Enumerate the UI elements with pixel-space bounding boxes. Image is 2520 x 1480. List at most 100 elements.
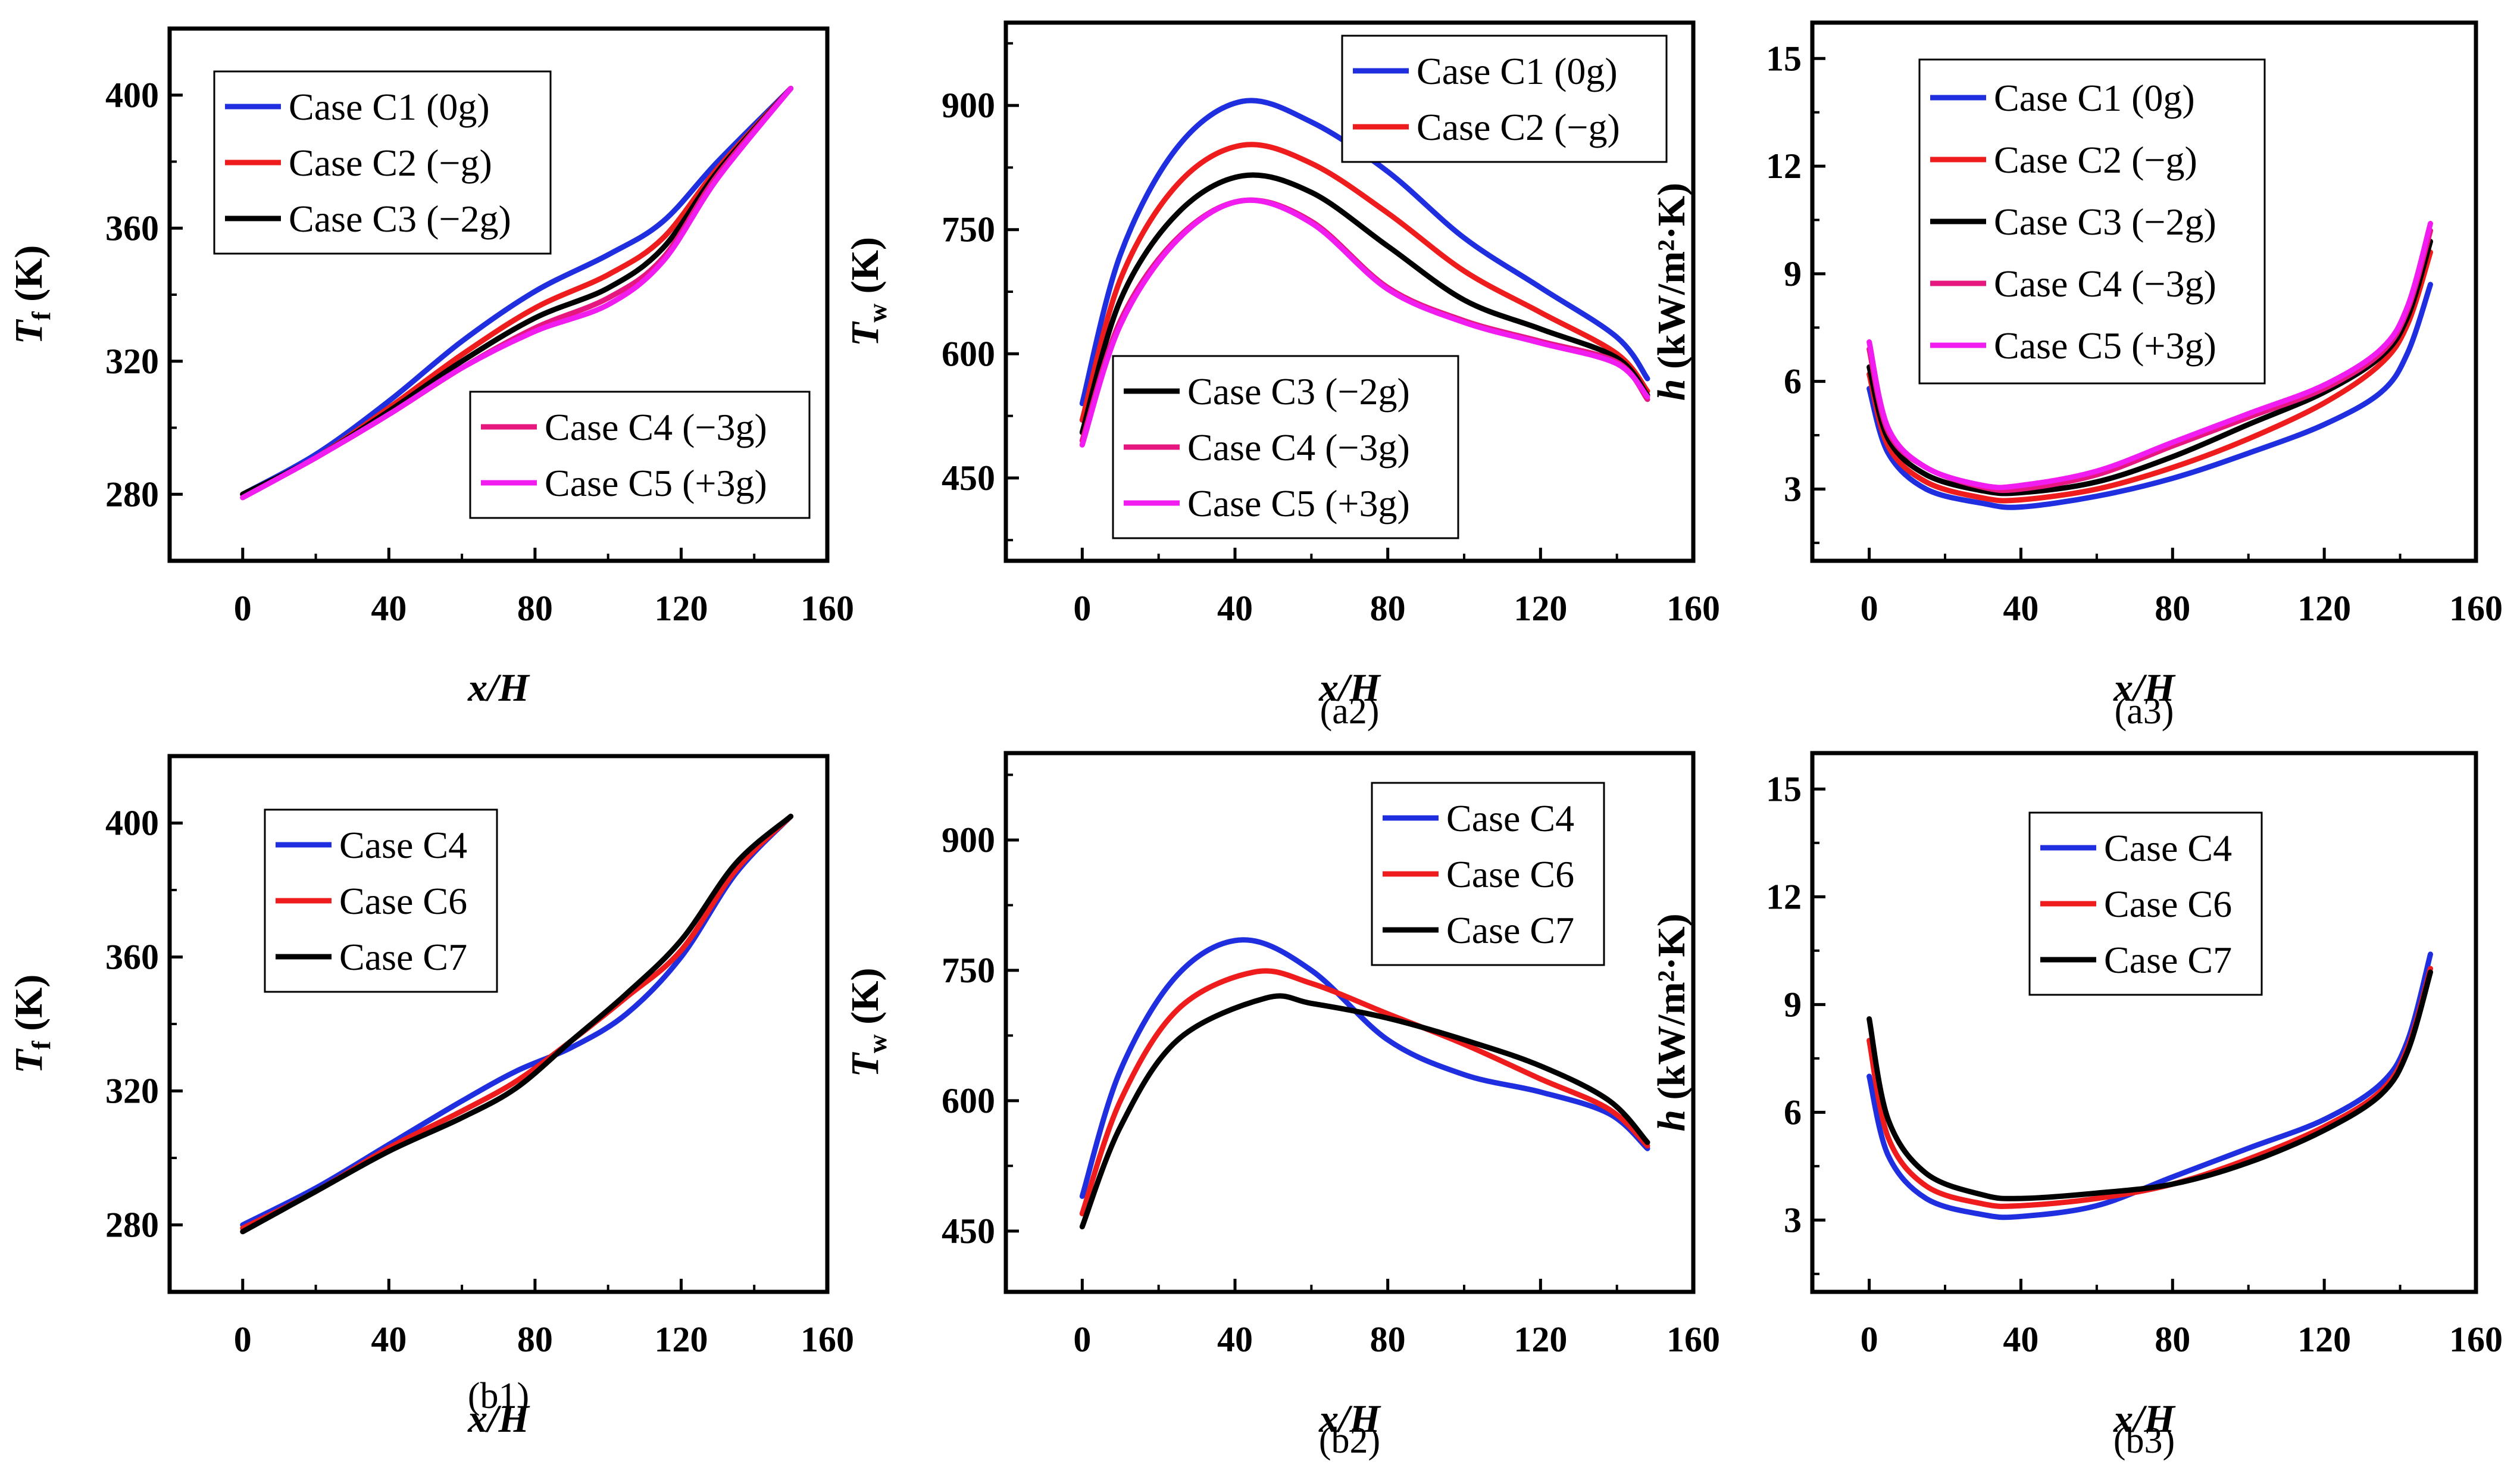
legend: Case C4 (−3g) Case C5 (+3g) [469, 391, 811, 519]
series-line [1866, 249, 2433, 504]
y-axis-title: Tf (K) [7, 245, 56, 345]
y-axis-title: Tf (K) [7, 975, 56, 1074]
series-line [240, 813, 794, 1235]
x-tick-label: 40 [1217, 589, 1253, 628]
legend: Case C1 (0g) Case C2 (−g) Case C3 (−2g) Cas… [1918, 58, 2266, 385]
panel-label: (b3) [2113, 1420, 2175, 1461]
plot-frame [1810, 751, 2478, 1294]
x-tick-label: 80 [1370, 1320, 1406, 1359]
y-tick-label: 450 [942, 458, 995, 498]
y-tick-label: 400 [105, 76, 159, 115]
chart-a3: 0 40 80 120 160 3 6 9 12 15 x/H h (kW/m²·K) (a3) Case… [1650, 20, 2503, 732]
x-axis-title: x/H [467, 666, 530, 710]
series-line [1866, 221, 2433, 491]
series-group [1079, 937, 1650, 1229]
y-axis-title: h (kW/m²·K) [1650, 913, 1693, 1131]
x-tick-label: 0 [1861, 589, 1878, 628]
x-tick-label: 120 [2297, 1320, 2351, 1359]
legend-label: Case C4 [2104, 827, 2232, 869]
y-axis-symbol: h [1650, 1110, 1693, 1132]
x-tick-label: 0 [1073, 589, 1091, 628]
y-axis-unit: (K) [7, 975, 51, 1041]
legend-label: Case C4 (−3g) [1994, 263, 2216, 305]
plot-frame [1810, 20, 2478, 563]
y-tick-label: 900 [942, 86, 995, 125]
y-axis-unit: (kW/m²·K) [1650, 183, 1693, 379]
legend-label: Case C6 [1446, 853, 1574, 895]
x-tick-label: 160 [801, 1320, 854, 1359]
y-tick-label: 280 [105, 1206, 159, 1245]
legend-label: Case C6 [339, 880, 467, 922]
panel-label: (a2) [1320, 691, 1380, 732]
series-line [1079, 142, 1650, 423]
legend: Case C1 (0g) Case C2 (−g) [1341, 35, 1668, 163]
series-line [1079, 993, 1650, 1229]
y-axis-symbol: T [7, 319, 51, 344]
legend-label: Case C1 (0g) [289, 86, 490, 128]
y-axis-unit: (K) [843, 237, 887, 304]
x-axis-title: x/H [1318, 1397, 1381, 1441]
series-line [240, 86, 794, 501]
x-tick-label: 120 [1514, 589, 1567, 628]
legend-label: Case C4 [1446, 797, 1574, 839]
y-tick-label: 900 [942, 820, 995, 860]
legend-label: Case C4 (−3g) [545, 406, 767, 448]
y-tick-label: 6 [1784, 362, 1802, 401]
y-tick-label: 360 [105, 208, 159, 248]
legend-label: Case C2 (−g) [289, 142, 492, 184]
y-tick-label: 400 [105, 804, 159, 843]
x-tick-label: 80 [517, 589, 553, 628]
x-tick-label: 40 [2003, 1320, 2038, 1359]
y-axis-unit: (kW/m²·K) [1650, 913, 1693, 1110]
series-line [1079, 937, 1650, 1199]
y-axis-subscript: w [863, 1034, 892, 1053]
y-tick-label: 12 [1766, 146, 1802, 186]
x-tick-label: 80 [2155, 1320, 2190, 1359]
y-tick-label: 320 [105, 342, 159, 381]
legend: Case C4 Case C6 Case C7 [264, 808, 498, 993]
series-line [1079, 172, 1650, 435]
y-axis-symbol: T [7, 1048, 51, 1073]
legend: Case C1 (0g) Case C2 (−g) Case C3 (−2g) [213, 70, 552, 255]
series-line [1866, 969, 2433, 1201]
x-tick-label: 0 [234, 1320, 252, 1359]
legend: Case C3 (−2g) Case C4 (−3g) Case C5 (+3g) [1112, 355, 1459, 539]
y-axis-subscript: f [27, 311, 56, 320]
panel-label: (b2) [1319, 1420, 1380, 1461]
x-tick-label: 80 [1370, 589, 1406, 628]
legend-label: Case C5 (+3g) [1994, 324, 2216, 367]
y-axis-title: h (kW/m²·K) [1650, 183, 1693, 401]
panel-label: (b1) [468, 1376, 529, 1416]
x-axis-title: x/H [2113, 666, 2176, 710]
x-tick-label: 160 [801, 589, 854, 628]
x-tick-label: 80 [517, 1320, 553, 1359]
y-axis-title: Tw (K) [843, 237, 892, 346]
y-tick-label: 15 [1766, 769, 1802, 808]
x-tick-label: 160 [2449, 1320, 2503, 1359]
series-line [1866, 282, 2433, 510]
series-line [1079, 968, 1650, 1217]
legend: Case C4 Case C6 Case C7 [2028, 811, 2263, 996]
x-tick-label: 0 [1861, 1320, 1878, 1359]
x-axis-title: x/H [1318, 666, 1381, 710]
y-axis-unit: (K) [7, 245, 51, 312]
y-axis-subscript: w [863, 304, 892, 323]
series-group [1079, 98, 1650, 448]
x-tick-label: 120 [2297, 589, 2351, 628]
series-line [1079, 197, 1650, 448]
x-tick-label: 40 [371, 589, 407, 628]
x-tick-label: 160 [1667, 1320, 1720, 1359]
x-tick-label: 0 [234, 589, 252, 628]
x-tick-label: 120 [654, 589, 708, 628]
y-axis-unit: (K) [843, 968, 887, 1035]
legend-label: Case C3 (−2g) [289, 198, 511, 240]
legend-box [1341, 35, 1668, 163]
chart-b2: 0 40 80 120 160 450 600 750 900 x/H Tw (K) (b2) Case… [843, 751, 1720, 1461]
chart-a2: 0 40 80 120 160 450 600 750 900 x/H Tw (K) (a2) Case… [843, 20, 1720, 732]
x-tick-label: 0 [1073, 1320, 1091, 1359]
x-tick-label: 120 [654, 1320, 708, 1359]
legend-label: Case C3 (−2g) [1994, 201, 2216, 243]
y-axis-symbol: h [1650, 379, 1693, 401]
legend-label: Case C5 (+3g) [1187, 482, 1410, 524]
